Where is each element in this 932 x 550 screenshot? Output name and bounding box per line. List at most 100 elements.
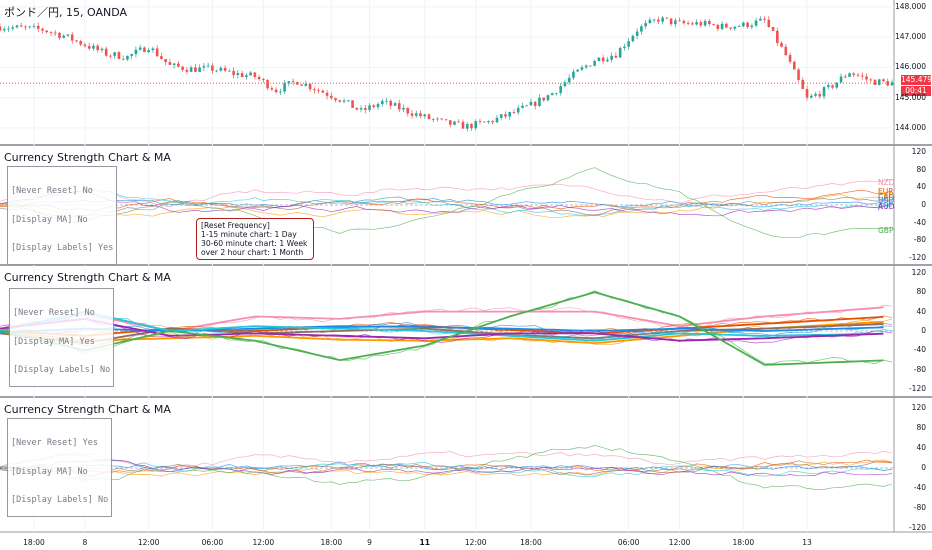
candle-body — [474, 121, 478, 129]
strength-axis-tick: 80 — [916, 287, 926, 297]
candle-body — [397, 103, 401, 110]
strength-axis-tick: -120 — [908, 384, 926, 394]
candle-body — [623, 46, 626, 48]
candle-body — [117, 52, 121, 59]
candle-body — [219, 67, 223, 71]
candle-body — [703, 20, 707, 26]
candle-body — [143, 47, 146, 53]
candle-body — [886, 81, 890, 86]
candle-body — [733, 26, 737, 29]
candle-body — [826, 85, 830, 88]
candle-body — [805, 88, 809, 98]
candle-body — [211, 65, 214, 71]
strength-axis-tick: 40 — [916, 443, 926, 452]
candle-body — [113, 52, 116, 56]
candle-body — [342, 100, 346, 102]
symbol-title[interactable]: ポンド／円, 15, OANDA — [4, 6, 128, 19]
candle-body — [313, 89, 316, 91]
ma-line-aud — [0, 317, 884, 342]
candle-body — [419, 113, 422, 117]
candle-body — [873, 79, 877, 85]
candle-body — [674, 20, 677, 25]
candle-body — [818, 93, 822, 97]
candle-body — [147, 50, 150, 53]
candle-body — [427, 114, 431, 120]
candle-body — [368, 105, 371, 110]
candle-body — [172, 63, 176, 65]
candle-body — [499, 114, 503, 118]
candle-body — [525, 105, 529, 107]
strength-axis-tick: -80 — [913, 235, 926, 245]
candle-body — [567, 77, 571, 83]
strength-axis-tick: -40 — [913, 483, 926, 492]
setting-never-reset: [Never Reset] No — [11, 186, 93, 196]
candle-body — [177, 63, 180, 67]
candle-body — [245, 75, 248, 77]
candle-body — [185, 69, 189, 72]
candle-body — [580, 67, 584, 70]
candle-body — [708, 20, 711, 25]
candle-body — [215, 70, 218, 72]
candle-body — [712, 24, 715, 25]
candle-body — [487, 121, 490, 123]
candle-body — [584, 65, 588, 68]
candle-body — [266, 80, 269, 89]
candle-body — [627, 41, 630, 47]
time-axis-tick: 12:00 — [464, 538, 487, 547]
strength-axis-tick: 40 — [916, 306, 926, 316]
time-axis-tick: 18:00 — [320, 538, 343, 547]
candle-body — [759, 18, 762, 21]
candle-body — [249, 72, 252, 76]
candle-body — [699, 22, 703, 26]
candle-body — [279, 91, 282, 93]
candle-body — [304, 83, 308, 86]
candle-body — [7, 28, 10, 30]
candle-body — [461, 121, 465, 129]
candle-body — [36, 25, 40, 29]
series-line-usd — [0, 461, 893, 471]
candle-body — [194, 67, 197, 72]
candle-body — [274, 89, 278, 93]
candle-body — [0, 26, 2, 31]
strength-axis-tick: 40 — [916, 182, 926, 192]
candle-body — [291, 81, 295, 83]
candle-body — [852, 73, 856, 75]
setting-never-reset: [Never Reset] No — [13, 308, 95, 318]
candle-body — [512, 112, 516, 113]
candle-body — [793, 61, 796, 70]
candle-body — [334, 98, 337, 101]
candle-body — [720, 23, 724, 29]
candle-body — [58, 32, 61, 38]
candle-body — [478, 121, 482, 122]
candle-body — [96, 45, 99, 51]
candle-body — [300, 84, 303, 86]
candle-body — [448, 120, 452, 125]
candle-body — [134, 49, 138, 55]
candle-body — [270, 88, 274, 90]
candle-body — [521, 105, 524, 108]
candle-body — [338, 100, 342, 102]
candle-body — [695, 22, 698, 25]
candle-body — [771, 26, 775, 31]
tooltip-title: [Reset Frequency] — [201, 221, 270, 230]
candle-body — [2, 29, 6, 31]
candle-body — [682, 20, 686, 24]
strength-axis-tick: 0 — [921, 200, 926, 209]
price-axis-tick: 148.000 — [894, 2, 926, 12]
candle-body — [508, 112, 512, 117]
candle-body — [635, 31, 639, 36]
candle-body — [644, 23, 647, 27]
candle-body — [550, 93, 554, 96]
candle-body — [262, 79, 265, 81]
candle-body — [444, 119, 448, 121]
series-line-jpy — [0, 453, 893, 478]
candle-body — [393, 103, 397, 106]
candle-body — [776, 30, 779, 43]
price-axis-tick: 145.000 — [894, 92, 926, 102]
candle-body — [121, 58, 125, 60]
candle-body — [181, 66, 184, 70]
candle-body — [648, 19, 652, 24]
candle-body — [843, 76, 847, 78]
candle-body — [831, 85, 834, 88]
